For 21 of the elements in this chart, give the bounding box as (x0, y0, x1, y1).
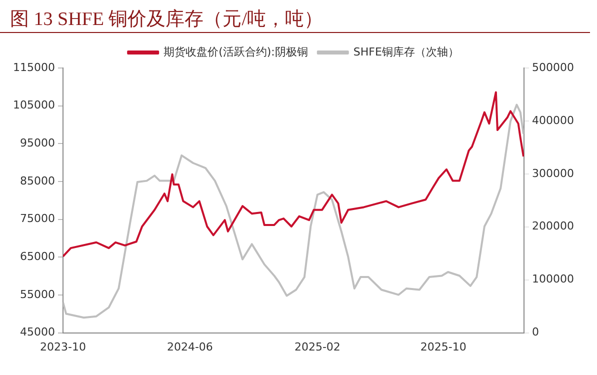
x-tick-label: 2024-06 (166, 340, 213, 354)
y-tick-label: 75000 (20, 212, 55, 226)
legend-label: 期货收盘价(活跃合约):阴极铜 (164, 45, 308, 58)
y-tick-label: 95000 (20, 136, 55, 150)
y-tick-label: 55000 (20, 288, 55, 301)
y-tick-label: 85000 (20, 174, 55, 188)
y-tick-label: 105000 (12, 98, 55, 112)
y-tick-label: 45000 (20, 326, 55, 339)
chart-title: 图 13 SHFE 铜价及库存（元/吨，吨） (0, 0, 590, 33)
x-tick-label: 2025-02 (294, 340, 340, 354)
y2-tick-label: 400000 (532, 114, 574, 127)
y2-tick-label: 0 (532, 326, 540, 339)
y2-tick-label: 100000 (532, 272, 574, 286)
x-tick-label: 2025-10 (420, 340, 466, 354)
y2-tick-label: 300000 (532, 166, 574, 180)
y2-tick-label: 200000 (532, 220, 574, 233)
legend-label: SHFE铜库存（次轴） (353, 45, 459, 58)
x-tick-label: 2023-10 (40, 340, 86, 354)
y-tick-label: 115000 (12, 60, 55, 74)
y2-tick-label: 500000 (532, 60, 574, 74)
y-tick-label: 65000 (20, 250, 55, 263)
